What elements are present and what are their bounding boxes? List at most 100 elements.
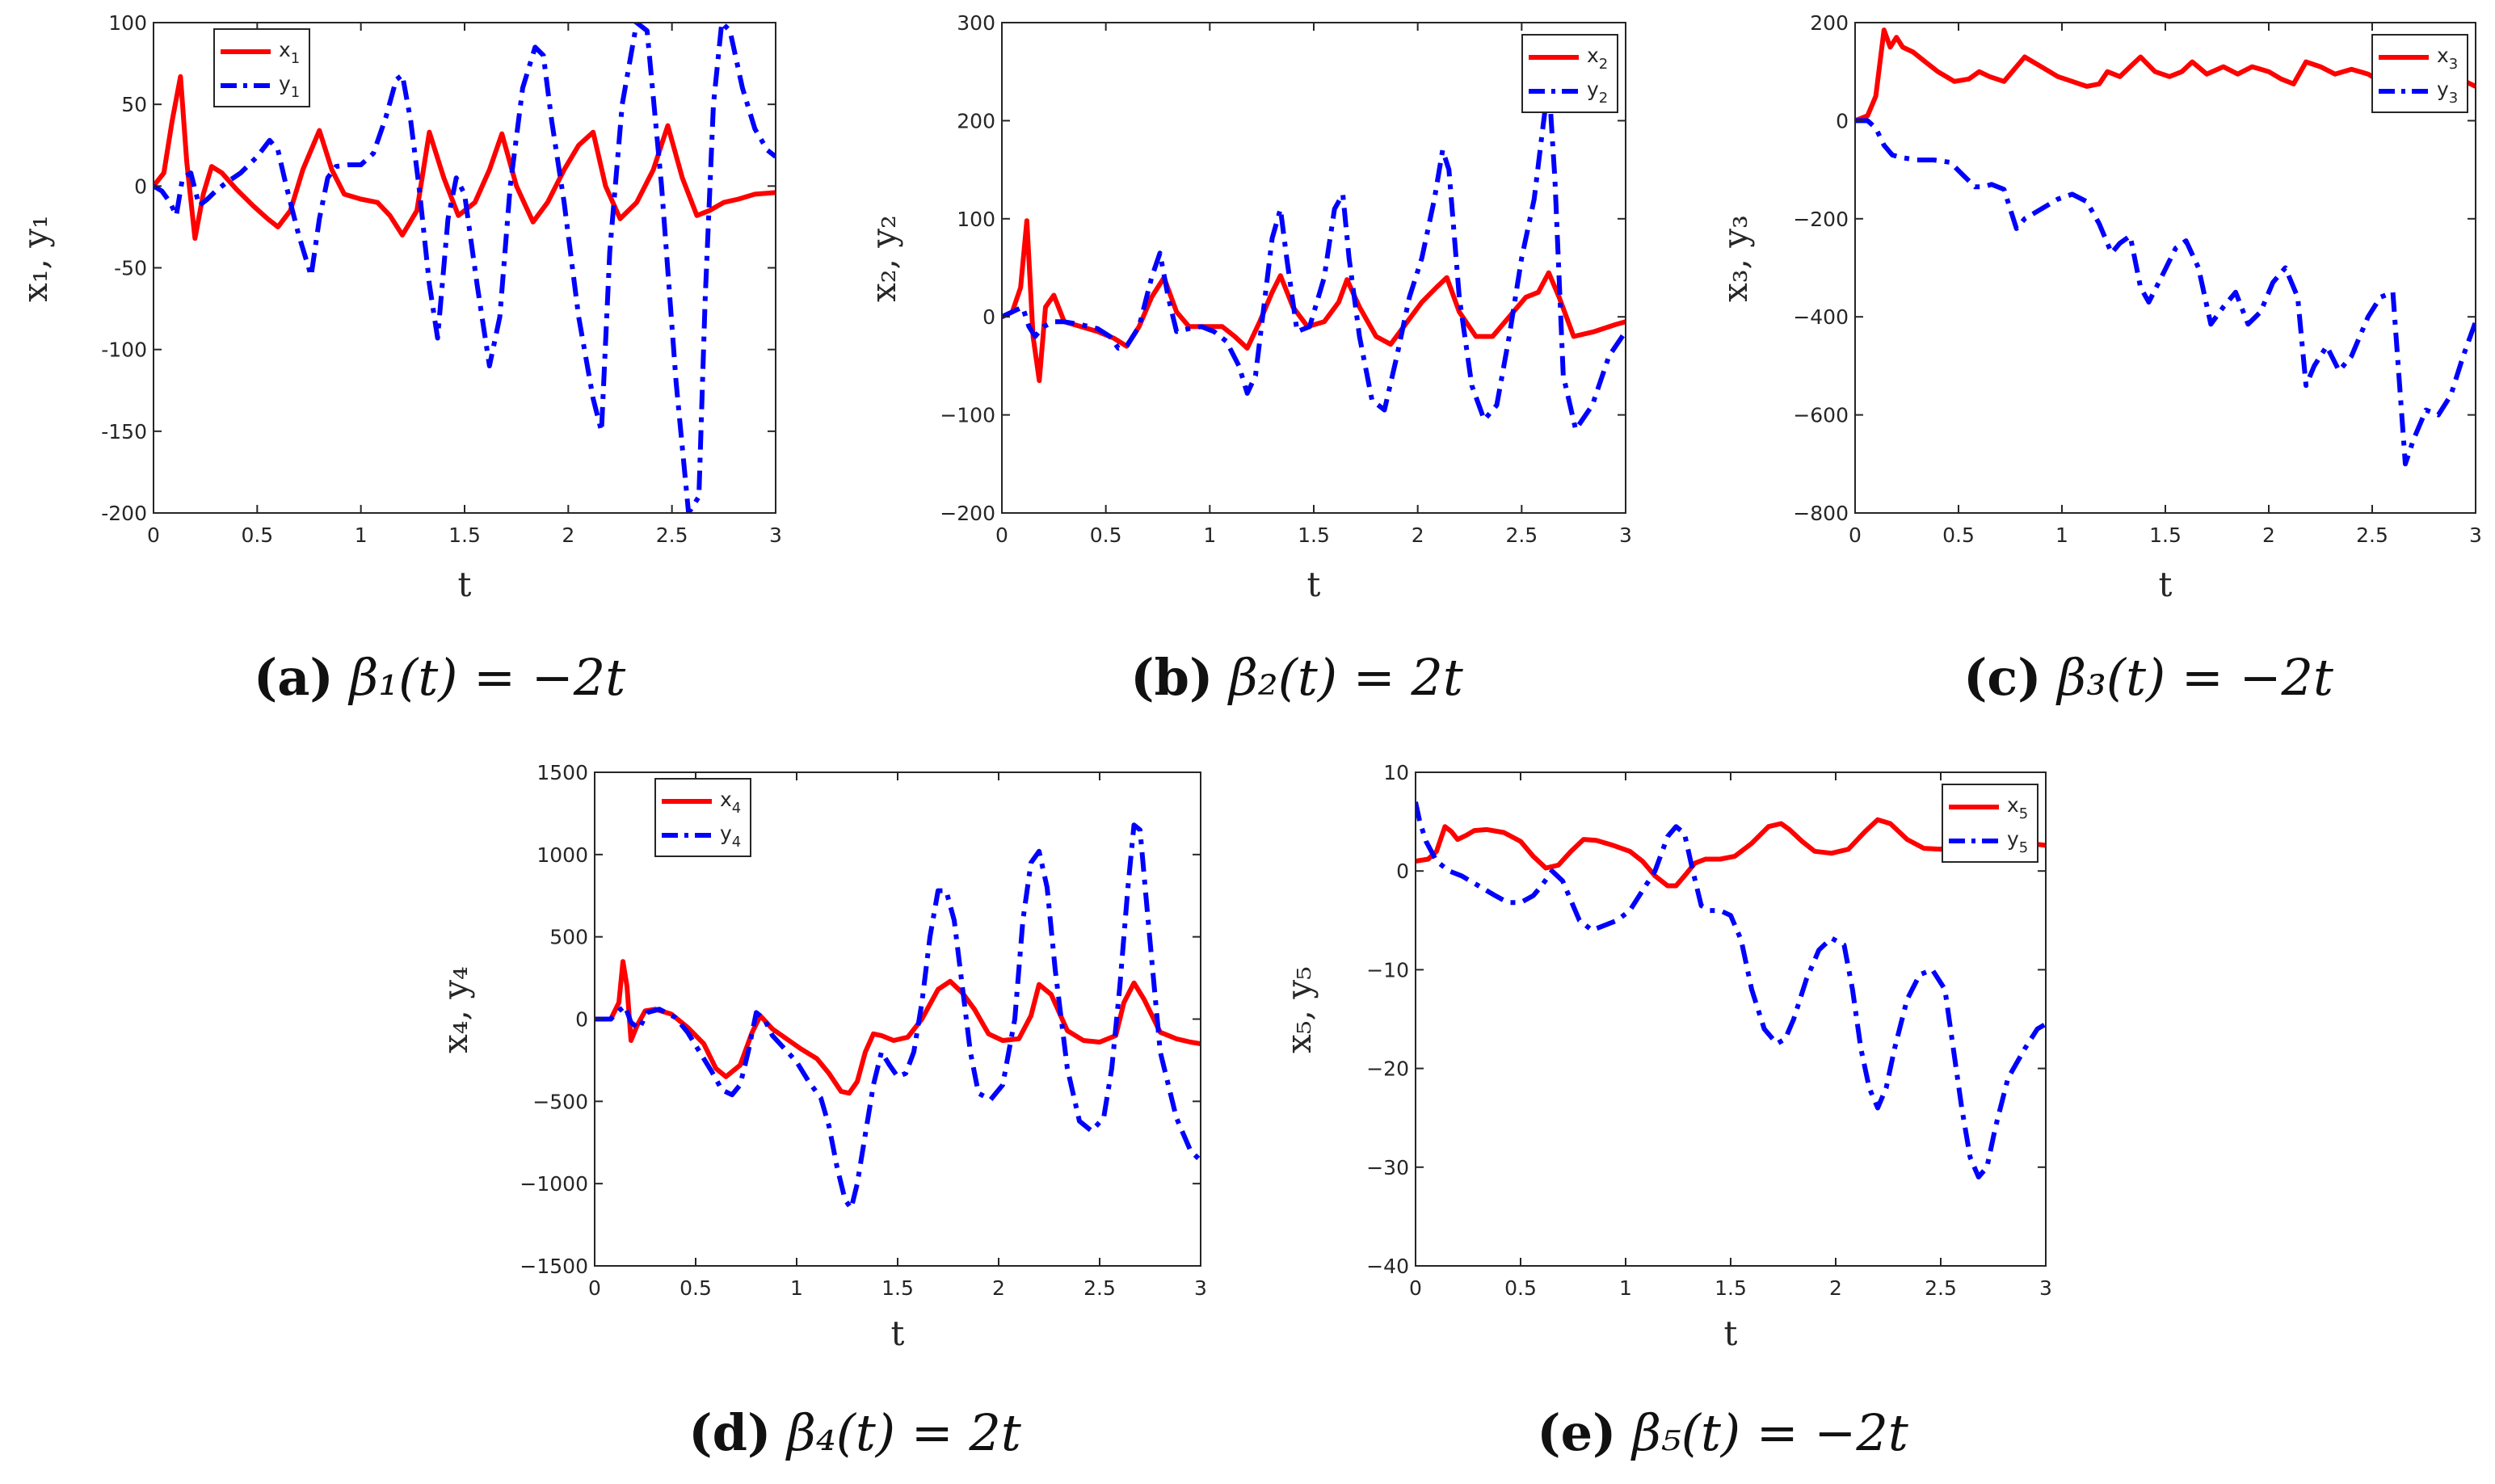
- x-tick-label: 0.5: [241, 523, 273, 547]
- x-tick-label: 0.5: [679, 1276, 712, 1300]
- legend-label-y1: y1: [279, 72, 300, 101]
- x-tick-label: 1: [790, 1276, 803, 1300]
- x-tick-label: 2: [992, 1276, 1005, 1300]
- x-tick-label: 2.5: [2356, 523, 2388, 547]
- legend-label-name: y: [2007, 827, 2019, 851]
- legend-box: [1521, 34, 1618, 113]
- x-tick-label: 1.5: [881, 1276, 914, 1300]
- x-tick-label: 2: [562, 523, 574, 547]
- x-tick-label: 1.5: [1715, 1276, 1747, 1300]
- legend-label-x2: x2: [1587, 44, 1608, 73]
- y-tick-label: -200: [101, 502, 147, 525]
- x-tick-label: 2.5: [1083, 1276, 1116, 1300]
- caption-letter: (d): [688, 1403, 771, 1462]
- caption-space: [2042, 648, 2058, 707]
- caption-space: [1616, 1403, 1632, 1462]
- x-tick-label: 2: [1829, 1276, 1842, 1300]
- caption-formula: β₃(t) = −2t: [2055, 648, 2333, 707]
- y-tick-label: −500: [532, 1090, 588, 1113]
- x-tick-label: 3: [1619, 523, 1632, 547]
- y-tick-label: 1000: [536, 843, 588, 867]
- legend-label-subscript: 3: [2449, 56, 2458, 73]
- y-tick-label: −100: [940, 404, 995, 427]
- y-tick-label: 500: [549, 926, 588, 949]
- legend-label-name: x: [720, 788, 732, 811]
- x-tick-label: 2: [1412, 523, 1424, 547]
- legend-box: [213, 28, 310, 107]
- x-tick-label: 1.5: [448, 523, 481, 547]
- x-tick-label: 0: [147, 523, 160, 547]
- series-line-y4: [595, 822, 1201, 1211]
- x-axis-label: t: [1307, 565, 1321, 604]
- legend-label-y2: y2: [1587, 78, 1608, 107]
- caption-letter: (b): [1130, 648, 1213, 707]
- x-tick-label: 3: [1194, 1276, 1207, 1300]
- x-tick-label: 1: [1203, 523, 1216, 547]
- panel-caption: (d) β₄(t) = 2t: [688, 1403, 1021, 1462]
- x-axis-label: t: [2159, 565, 2173, 604]
- legend-label-name: y: [279, 72, 291, 95]
- chart-panel-a: 0 0.5 1 1.5 2 2.5 3 -200 -150 -100 -50 0 50 100 t x₁, y…: [15, 11, 782, 707]
- caption-letter: (c): [1963, 648, 2041, 707]
- y-tick-label: −800: [1793, 502, 1849, 525]
- x-axis-label: t: [458, 565, 472, 604]
- y-axis-label: x₄, y₄: [435, 966, 475, 1053]
- panel-caption: (b) β₂(t) = 2t: [1130, 648, 1463, 707]
- legend-label-subscript: 5: [2019, 805, 2028, 822]
- x-tick-label: 2.5: [1505, 523, 1538, 547]
- y-tick-label: −600: [1793, 404, 1849, 427]
- x-tick-label: 0: [1409, 1276, 1422, 1300]
- y-tick-label: −1000: [520, 1172, 588, 1196]
- x-axis-label: t: [1724, 1314, 1738, 1353]
- y-axis-label: x₁, y₁: [15, 215, 55, 302]
- caption-letter: (a): [254, 648, 334, 707]
- x-tick-label: 0.5: [1090, 523, 1122, 547]
- y-tick-label: 10: [1383, 761, 1409, 784]
- legend-label-x5: x5: [2007, 793, 2028, 822]
- x-axis-label: t: [891, 1314, 905, 1353]
- series-line-y1: [154, 23, 776, 513]
- legend-label-subscript: 2: [1599, 56, 1608, 73]
- y-axis-label: x₅, y₅: [1279, 966, 1319, 1053]
- legend: x2 y2: [1521, 34, 1618, 113]
- y-tick-label: 100: [108, 11, 147, 35]
- y-tick-label: −1500: [520, 1255, 588, 1278]
- caption-space: [771, 1403, 787, 1462]
- panel-caption: (e) β₅(t) = −2t: [1537, 1403, 1908, 1462]
- chart-panel-c: 0 0.5 1 1.5 2 2.5 3 −800 −600 −400 −200 0 200 t x₃, y₃…: [1715, 11, 2482, 707]
- y-tick-label: 0: [1396, 860, 1409, 883]
- x-tick-label: 0.5: [1942, 523, 1975, 547]
- x-tick-label: 2.5: [1925, 1276, 1957, 1300]
- legend-label-subscript: 5: [2019, 839, 2028, 856]
- legend-label-subscript: 3: [2449, 90, 2458, 107]
- x-tick-label: 1: [1619, 1276, 1632, 1300]
- legend-label-y5: y5: [2007, 827, 2028, 856]
- legend-label-x3: x3: [2437, 44, 2458, 73]
- panel-caption: (c) β₃(t) = −2t: [1963, 648, 2333, 707]
- y-tick-label: 0: [1836, 109, 1849, 132]
- plot-area: [1416, 772, 2046, 1266]
- legend-label-name: x: [279, 38, 291, 61]
- legend-label-name: y: [1587, 78, 1599, 101]
- x-tick-label: 0.5: [1504, 1276, 1537, 1300]
- y-tick-label: −20: [1366, 1057, 1409, 1081]
- y-tick-label: 200: [957, 109, 995, 132]
- legend-label-name: y: [720, 822, 732, 845]
- x-tick-label: 1: [2055, 523, 2068, 547]
- y-tick-label: 1500: [536, 761, 588, 784]
- caption-letter: (e): [1537, 1403, 1616, 1462]
- legend-label-y4: y4: [720, 822, 741, 851]
- legend-label-x1: x1: [279, 38, 300, 67]
- y-tick-label: -50: [114, 257, 147, 280]
- y-tick-label: −200: [940, 502, 995, 525]
- legend-box: [1942, 784, 2038, 863]
- legend-label-subscript: 4: [732, 834, 741, 851]
- legend: x5 y5: [1942, 784, 2038, 863]
- y-tick-label: 0: [134, 174, 147, 198]
- y-tick-label: −400: [1793, 305, 1849, 329]
- y-tick-label: 200: [1810, 11, 1849, 35]
- legend-label-name: y: [2437, 78, 2449, 101]
- y-axis-label: x₃, y₃: [1715, 215, 1755, 302]
